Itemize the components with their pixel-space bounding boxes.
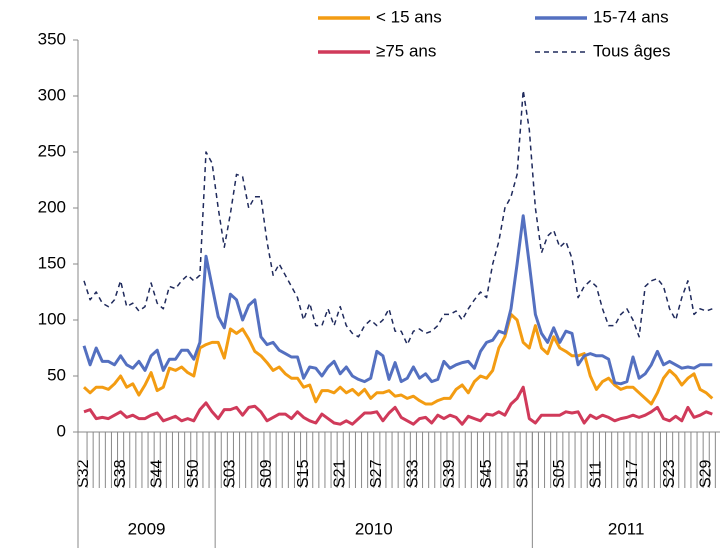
y-tick-label: 0 [57,421,66,440]
legend-label: ≥75 ans [376,41,436,60]
x-tick-label: S33 [405,459,422,488]
x-tick-label: S51 [514,459,531,488]
x-tick-label: S15 [295,459,312,488]
x-tick-label: S29 [697,459,714,488]
y-tick-label: 50 [47,365,66,384]
legend-label: Tous âges [593,41,671,60]
x-tick-label: S09 [258,459,275,488]
legend-label: 15-74 ans [593,7,669,26]
y-tick-label: 250 [38,141,66,160]
series-line [82,214,713,386]
x-tick-label: S11 [588,461,605,488]
y-tick-label: 150 [38,253,66,272]
y-tick-label: 300 [38,85,66,104]
x-tick-label: S23 [661,459,678,488]
series-line [83,89,713,346]
y-tick-label: 200 [38,197,66,216]
series-line [83,385,713,426]
x-tick-label: S38 [112,459,129,488]
x-tick-label: S17 [624,459,641,488]
x-tick-label: S50 [185,459,202,488]
year-label: 2010 [355,519,393,538]
series-line [82,312,714,406]
x-tick-label: S44 [148,459,165,488]
x-tick-label: S45 [478,459,495,488]
legend-label: < 15 ans [376,7,442,26]
x-tick-label: S21 [331,459,348,488]
year-label: 2011 [608,519,645,538]
year-label: 2009 [128,519,166,538]
y-tick-label: 100 [38,309,66,328]
x-tick-label: S39 [441,459,458,488]
x-tick-label: S32 [75,459,92,488]
y-tick-label: 350 [38,29,66,48]
x-tick-label: S27 [368,459,385,488]
x-tick-label: S03 [222,459,239,488]
x-tick-label: S05 [551,459,568,488]
